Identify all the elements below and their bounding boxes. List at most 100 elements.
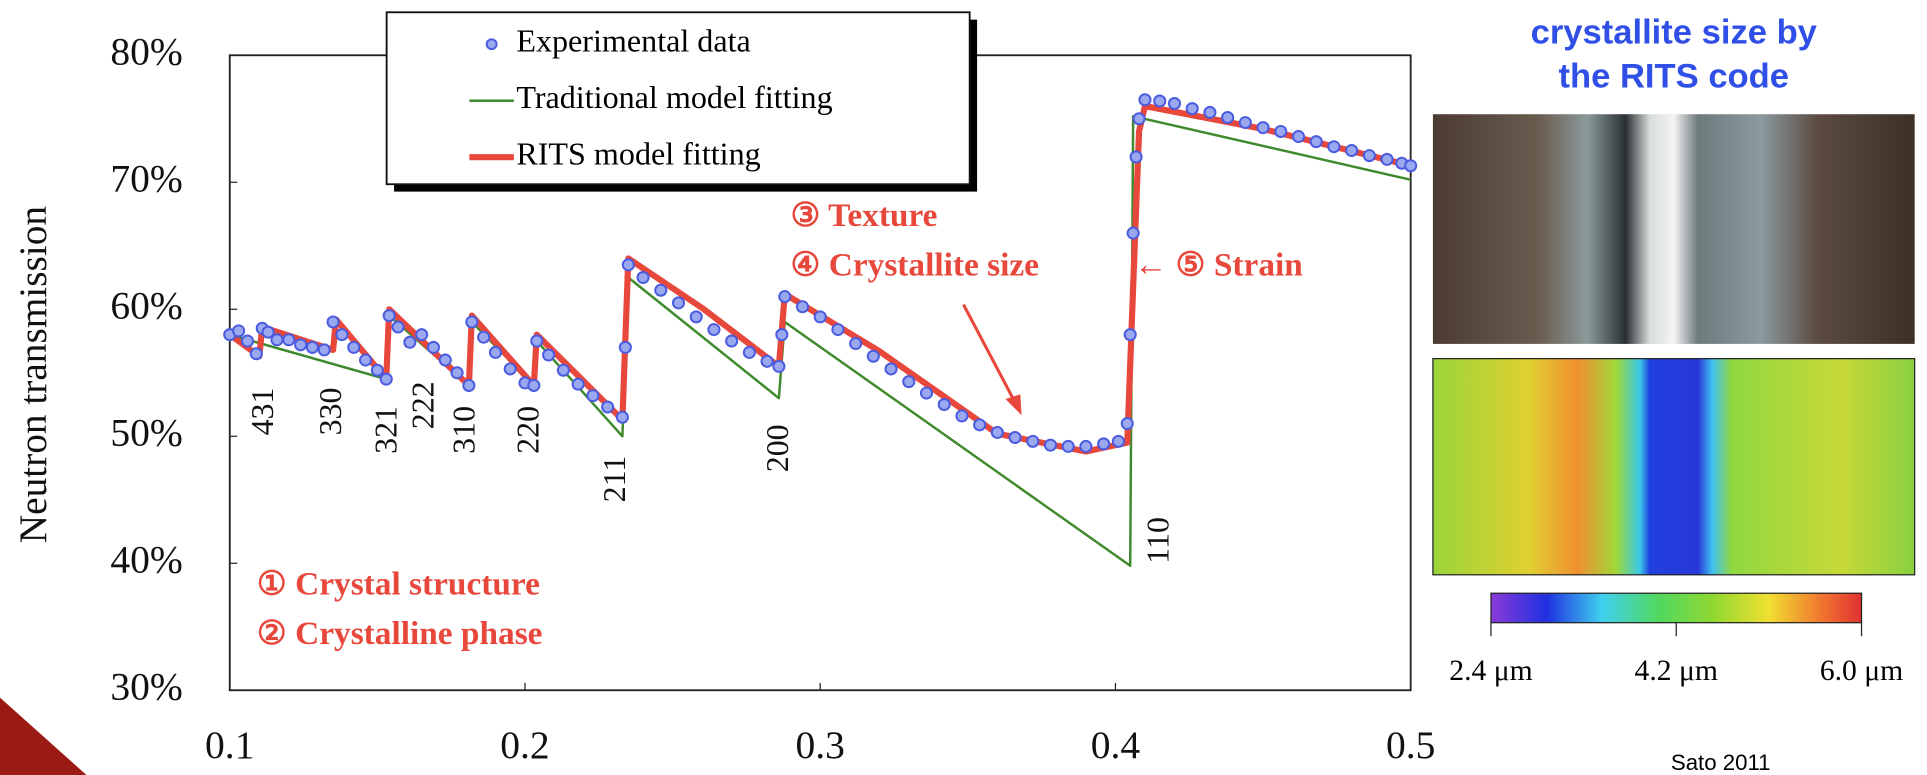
data-point (601, 400, 615, 414)
side-title: crystallite size by (1531, 14, 1817, 52)
data-point (1380, 152, 1394, 166)
data-point (326, 315, 340, 329)
data-point (403, 335, 417, 349)
data-point (1327, 140, 1341, 154)
data-point (671, 296, 686, 310)
data-point (1138, 93, 1152, 107)
data-point (1274, 124, 1288, 138)
data-point (586, 389, 600, 403)
data-point (1043, 438, 1058, 452)
data-point (1132, 112, 1146, 126)
data-point (866, 349, 880, 363)
side-title: the RITS code (1559, 58, 1789, 96)
data-point (1404, 159, 1418, 173)
x-tick-label: 0.4 (1091, 723, 1141, 767)
data-point (240, 334, 255, 348)
data-point (249, 347, 263, 361)
data-point (391, 320, 405, 334)
data-point (1291, 130, 1306, 144)
legend: Experimental data Traditional model fitti… (385, 11, 978, 192)
peak-label: 431 (244, 388, 280, 436)
data-point (707, 323, 721, 337)
data-point (359, 353, 373, 367)
data-point (347, 340, 361, 354)
data-point (450, 366, 464, 380)
data-point (1129, 150, 1143, 164)
data-point (775, 328, 789, 342)
data-point (542, 348, 556, 362)
data-point (1256, 121, 1270, 135)
data-point (725, 334, 739, 348)
y-tick-label: 60% (110, 283, 182, 327)
legend-marker (485, 38, 498, 51)
data-point (379, 372, 393, 386)
data-point (778, 290, 792, 304)
peak-label: 222 (404, 381, 440, 429)
data-point (849, 337, 863, 351)
y-axis-label: Neutron transmission (11, 206, 55, 544)
size-map (1432, 358, 1916, 576)
data-point (305, 340, 319, 354)
data-point (1345, 144, 1359, 158)
data-point (261, 325, 275, 339)
data-point (488, 345, 503, 359)
data-point (1153, 94, 1167, 108)
y-tick-label: 30% (110, 664, 182, 708)
data-point (813, 310, 827, 324)
data-point (760, 354, 774, 368)
y-tick-label: 80% (110, 29, 182, 73)
data-point (1238, 116, 1252, 130)
data-point (973, 418, 987, 432)
data-point (503, 362, 517, 376)
data-point (415, 328, 429, 342)
data-point (990, 425, 1004, 439)
data-point (919, 386, 934, 400)
peak-label: 220 (509, 406, 545, 454)
peak-label: 310 (445, 406, 481, 454)
annotation: ③ Texture (791, 197, 938, 234)
y-tick-label: 70% (110, 156, 182, 200)
data-point (426, 340, 441, 354)
legend-label: RITS model fitting (516, 136, 760, 172)
annotation-arrowhead (1005, 394, 1022, 416)
data-point (689, 310, 703, 324)
x-tick-label: 0.2 (500, 723, 549, 767)
legend-label: Experimental data (516, 23, 750, 59)
corner-decoration (0, 697, 87, 775)
peak-label: 321 (367, 406, 403, 454)
peak-label: 200 (759, 424, 795, 472)
y-tick-label: 40% (110, 537, 182, 581)
data-point (382, 309, 396, 323)
photo (1432, 114, 1915, 344)
data-point (556, 363, 570, 377)
data-point (795, 300, 810, 314)
data-point (294, 338, 308, 352)
data-point (1362, 149, 1376, 163)
colorbar-label: 4.2 μm (1635, 655, 1718, 687)
data-point (1167, 97, 1182, 111)
peak-label: 211 (596, 456, 632, 503)
data-point (1126, 226, 1140, 240)
data-point (772, 359, 786, 373)
data-point (1120, 417, 1134, 431)
data-point (1185, 102, 1199, 116)
data-point (477, 330, 491, 344)
data-point (742, 345, 756, 359)
data-point (317, 343, 331, 357)
data-point (1123, 328, 1137, 342)
data-point (1111, 434, 1125, 448)
annotation: ← ⑤ Strain (1134, 246, 1303, 283)
data-point (465, 315, 479, 329)
data-point (530, 334, 544, 348)
x-tick-label: 0.1 (205, 723, 254, 767)
data-point (1026, 434, 1040, 448)
data-point (618, 340, 632, 354)
peak-label: 110 (1139, 517, 1175, 564)
annotation: ④ Crystallite size (791, 246, 1039, 283)
x-tick-label: 0.3 (796, 723, 845, 767)
data-point (270, 333, 284, 347)
colorbar-label: 2.4 μm (1449, 655, 1532, 687)
colorbar-label: 6.0 μm (1820, 655, 1903, 687)
